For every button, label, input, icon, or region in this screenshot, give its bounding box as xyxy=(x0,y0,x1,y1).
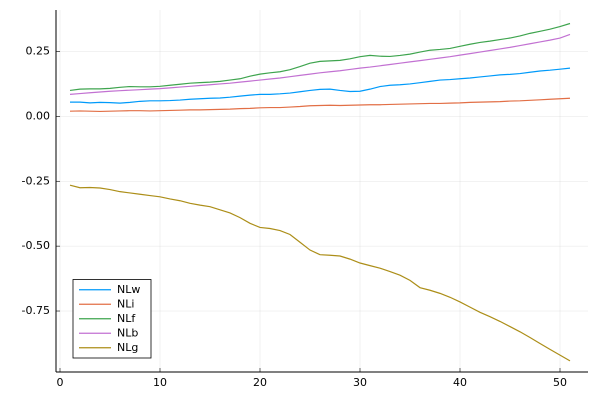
legend-label: NLf xyxy=(117,312,136,325)
x-tick-label: 20 xyxy=(253,376,267,389)
series-line xyxy=(69,184,571,362)
series-line xyxy=(69,33,571,95)
legend-label: NLw xyxy=(117,283,140,296)
x-tick-label: 30 xyxy=(353,376,367,389)
x-tick-label: 40 xyxy=(453,376,467,389)
series-line xyxy=(69,97,571,113)
y-tick-label: 0.25 xyxy=(26,45,51,58)
y-tick-label: -0.50 xyxy=(22,239,50,252)
legend-label: NLi xyxy=(117,297,134,310)
y-tick-label: -0.25 xyxy=(22,174,50,187)
y-tick-label: 0.00 xyxy=(26,109,51,122)
x-tick-label: 50 xyxy=(553,376,567,389)
y-tick-label: -0.75 xyxy=(22,304,50,317)
x-tick-label: 0 xyxy=(57,376,64,389)
series-line xyxy=(70,67,571,104)
legend-label: NLb xyxy=(117,326,138,339)
x-tick-label: 10 xyxy=(153,376,167,389)
legend-label: NLg xyxy=(117,341,138,354)
series-line xyxy=(69,22,571,92)
